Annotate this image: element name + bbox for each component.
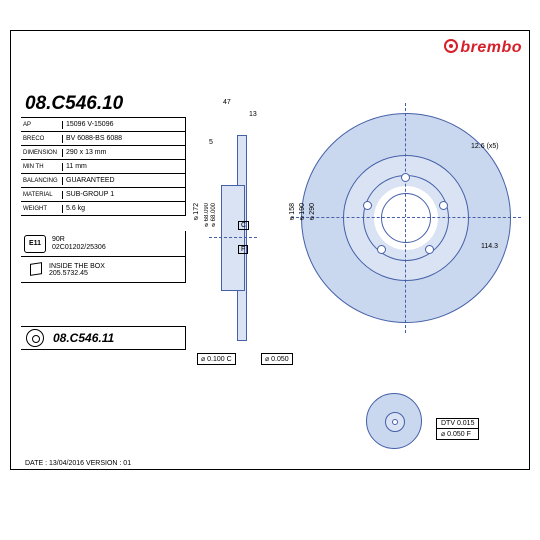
bolt-hole xyxy=(439,201,448,210)
part-number: 08.C546.10 xyxy=(25,93,123,115)
spec-row-balancing: BALANCING GUARANTEED xyxy=(21,174,185,188)
cert-line2: 02C01202/25306 xyxy=(52,244,106,252)
spec-value: 290 x 13 mm xyxy=(63,148,185,157)
dim-13: 13 xyxy=(249,111,257,118)
side-view xyxy=(213,133,253,343)
spec-label: MIN TH xyxy=(21,163,63,171)
disc-icon xyxy=(21,329,49,347)
spec-row-ap: AP 15096 V-15096 xyxy=(21,118,185,132)
screw-icon xyxy=(24,261,46,279)
disc-hub xyxy=(381,193,431,243)
spec-label: MATERIAL xyxy=(21,191,63,199)
dim-158: ⌀158 xyxy=(289,203,297,223)
dim-290: ⌀290 xyxy=(309,203,317,223)
box-item: 205.5732.45 xyxy=(49,270,105,277)
bolt-hole xyxy=(363,201,372,210)
spec-value: GUARANTEED xyxy=(63,176,185,185)
cert-line1: 90R xyxy=(52,236,106,244)
dim-68: ⌀68.090 ⌀68.000 xyxy=(203,203,217,228)
dim-190: ⌀190 xyxy=(299,203,307,223)
drawing-sheet: 08.C546.10 AP 15096 V-15096 BRECO BV 608… xyxy=(10,30,530,470)
tiny-center xyxy=(392,419,398,425)
spec-label: AP xyxy=(21,121,63,129)
tolerance-box: DTV 0.015 ⌀ 0.050 F xyxy=(436,418,479,439)
footer-text: DATE : 13/04/2016 VERSION : 01 xyxy=(25,460,131,467)
spec-row-dimension: DIMENSION 290 x 13 mm xyxy=(21,146,185,160)
centerline-h xyxy=(291,217,521,218)
spec-label: BRECO xyxy=(21,135,63,143)
bolt-hole xyxy=(401,173,410,182)
spec-row-weight: WEIGHT 5.6 kg xyxy=(21,202,185,216)
alt-part-row: 08.C546.11 xyxy=(21,326,186,350)
spec-label: WEIGHT xyxy=(21,205,63,213)
spec-value: 5.6 kg xyxy=(63,204,185,213)
bolt-spec: 12.6 (x5) xyxy=(471,143,499,150)
spec-label: DIMENSION xyxy=(21,149,63,157)
dim-47: 47 xyxy=(223,99,231,106)
spec-row-breco: BRECO BV 6088-BS 6088 xyxy=(21,132,185,146)
flat-val: ⌀ 0.050 F xyxy=(441,430,471,438)
spec-row-material: MATERIAL SUB-GROUP 1 xyxy=(21,188,185,202)
gd2-val: ⌀ 0.050 xyxy=(262,354,292,364)
spec-row-minth: MIN TH 11 mm xyxy=(21,160,185,174)
spec-value: BV 6088-BS 6088 xyxy=(63,134,185,143)
gd1-val: ⌀ 0.100 C xyxy=(198,354,235,364)
spec-value: SUB-GROUP 1 xyxy=(63,190,185,199)
bolt-hole xyxy=(377,245,386,254)
box-title: INSIDE THE BOX xyxy=(49,263,105,270)
technical-drawing: 47 13 5 ⌀172 ⌀68.090 ⌀68.000 C F ⌀ 0.100… xyxy=(191,93,536,473)
bolt-hole xyxy=(425,245,434,254)
dim-172: ⌀172 xyxy=(193,203,201,223)
centerline-v xyxy=(405,103,406,333)
spec-table: AP 15096 V-15096 BRECO BV 6088-BS 6088 D… xyxy=(21,117,186,216)
datum-f: F xyxy=(238,245,248,254)
spec-value: 11 mm xyxy=(63,162,185,171)
aux-view xyxy=(366,393,422,449)
centerline xyxy=(209,237,257,238)
spec-label: BALANCING xyxy=(21,177,63,185)
spec-value: 15096 V-15096 xyxy=(63,120,185,129)
flat-row: ⌀ 0.050 F xyxy=(436,428,479,440)
alt-part-number: 08.C546.11 xyxy=(49,331,114,345)
box-text: INSIDE THE BOX 205.5732.45 xyxy=(49,263,105,277)
inside-box-row: INSIDE THE BOX 205.5732.45 xyxy=(21,257,186,283)
certification-row: E11 90R 02C01202/25306 xyxy=(21,231,186,257)
gd-tol-2: ⌀ 0.050 xyxy=(261,353,293,365)
dim-5: 5 xyxy=(209,139,213,146)
pcd: 114.3 xyxy=(481,243,498,250)
side-hat xyxy=(221,185,245,291)
cert-text: 90R 02C01202/25306 xyxy=(49,236,106,251)
gd-tol-1: ⌀ 0.100 C xyxy=(197,353,236,365)
datum-c: C xyxy=(238,221,249,230)
dtv-val: DTV 0.015 xyxy=(441,420,474,427)
tiny-outer xyxy=(366,393,422,449)
e-mark-icon: E11 xyxy=(24,235,46,253)
